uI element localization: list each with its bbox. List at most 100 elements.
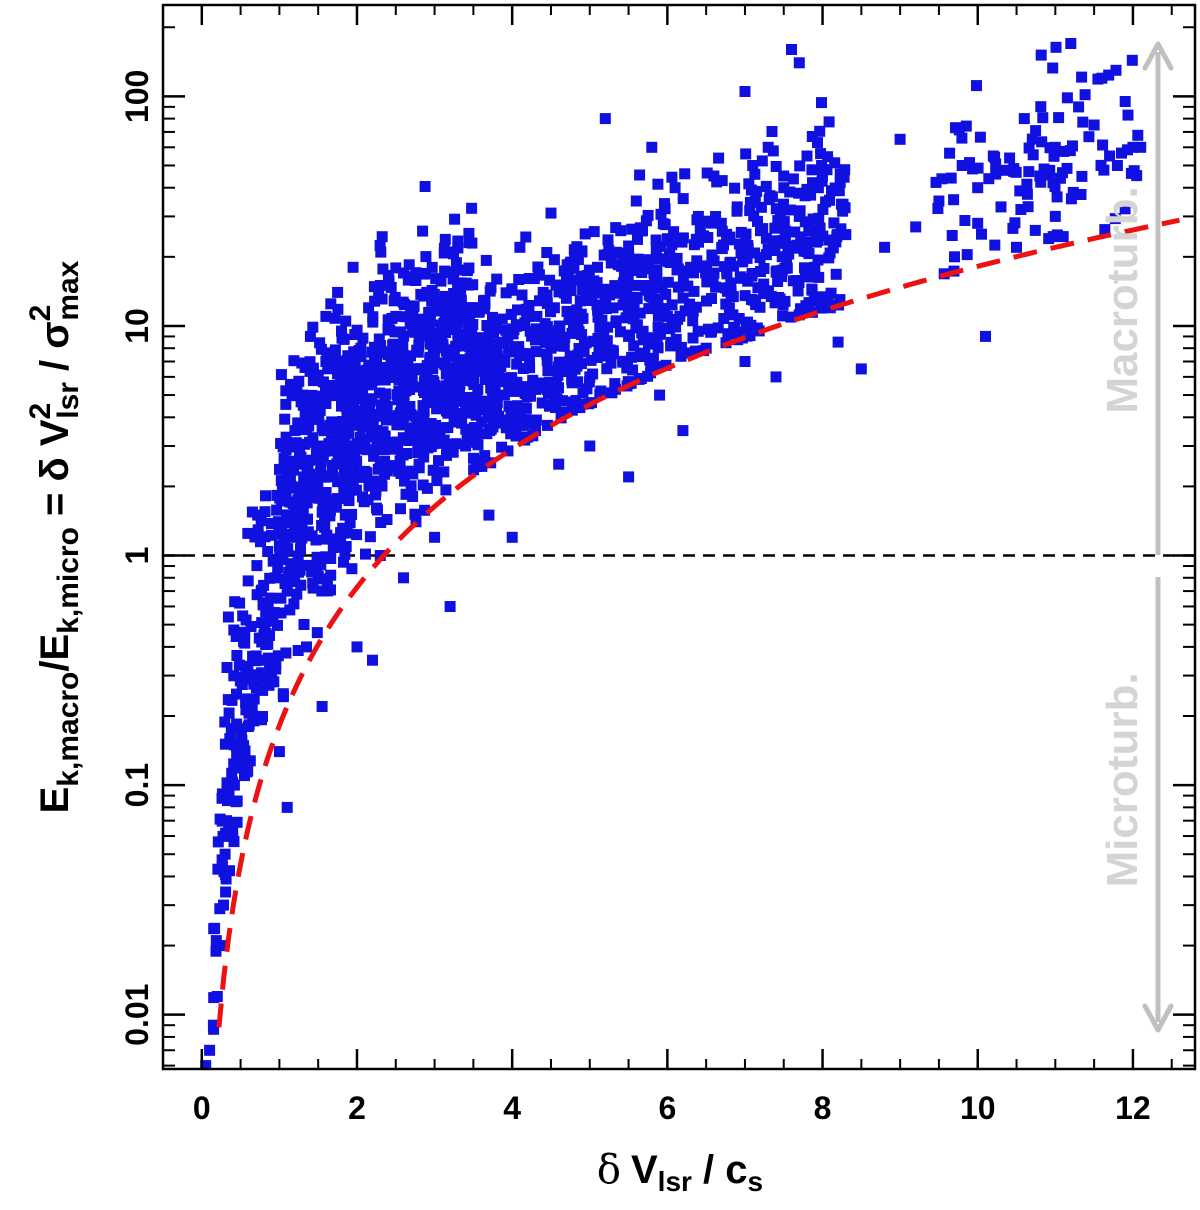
data-point (424, 336, 436, 348)
data-point (1064, 145, 1076, 157)
data-point (1038, 163, 1050, 175)
data-point (456, 417, 468, 429)
data-point (484, 359, 496, 371)
data-point (392, 439, 403, 451)
data-point (655, 208, 667, 220)
data-point (252, 524, 264, 536)
data-point (454, 359, 466, 371)
data-point (830, 268, 842, 280)
data-point (251, 560, 263, 572)
data-point (338, 486, 350, 498)
data-point (425, 379, 437, 391)
data-point (412, 433, 424, 445)
data-point (452, 235, 464, 247)
data-point (961, 249, 973, 261)
data-point (1135, 141, 1147, 153)
data-point (312, 476, 324, 488)
data-point (731, 205, 743, 217)
data-point (411, 344, 423, 356)
data-point (344, 441, 356, 453)
data-point (337, 522, 349, 534)
data-point (315, 466, 327, 478)
data-point (812, 254, 824, 266)
data-point (554, 340, 566, 352)
data-point (1043, 169, 1055, 181)
data-point (628, 340, 640, 352)
data-point (831, 231, 843, 243)
x-tick-label: 0 (193, 1090, 211, 1126)
data-point (524, 362, 536, 374)
data-point (611, 246, 623, 258)
data-point (483, 509, 495, 521)
data-point (770, 371, 782, 383)
data-point (429, 330, 441, 342)
data-point (470, 422, 482, 434)
data-point (311, 442, 323, 454)
data-point (253, 632, 265, 644)
data-point (506, 283, 518, 295)
data-point (241, 693, 252, 705)
y-tick-label: 0.01 (119, 984, 155, 1046)
data-point (468, 436, 480, 448)
data-point (583, 283, 595, 295)
data-point (533, 327, 545, 339)
y-title-sup-2b: 2 (24, 305, 57, 322)
data-point (556, 356, 568, 368)
data-point (354, 467, 366, 479)
data-point (813, 271, 825, 283)
data-point (778, 182, 790, 194)
data-point (330, 390, 342, 402)
region-arrows (1142, 41, 1174, 1033)
data-point (735, 272, 747, 284)
data-point (480, 254, 492, 266)
data-point (1111, 160, 1123, 171)
data-point (480, 404, 491, 415)
data-point (594, 287, 606, 299)
data-point (1030, 125, 1042, 137)
data-point (800, 300, 812, 312)
data-point (294, 446, 305, 458)
data-point (643, 338, 654, 350)
data-point (222, 611, 234, 623)
data-point (592, 261, 603, 273)
data-point (359, 441, 371, 453)
data-point (289, 531, 301, 543)
data-point (660, 359, 672, 371)
data-point (437, 342, 449, 354)
data-point (278, 453, 290, 465)
x-title-v: V (631, 1148, 658, 1192)
data-point (521, 307, 533, 319)
data-point (374, 550, 386, 561)
data-point (307, 321, 319, 333)
data-point (283, 476, 295, 488)
data-point (315, 343, 327, 355)
data-point (659, 303, 671, 315)
data-point (760, 232, 772, 244)
data-point (785, 311, 797, 323)
data-point (299, 407, 311, 419)
data-point (624, 259, 636, 271)
data-point (793, 187, 805, 199)
data-point (519, 317, 531, 329)
data-point (671, 264, 683, 276)
data-point (405, 480, 417, 492)
y-title-sup-2a: 2 (24, 403, 57, 420)
data-point (614, 326, 626, 338)
model-curve-layer (216, 217, 1181, 1028)
data-point (566, 327, 578, 339)
data-point (956, 160, 968, 171)
data-point (694, 223, 706, 235)
data-point (221, 662, 233, 673)
data-point (490, 415, 502, 427)
data-point (669, 182, 681, 194)
data-point (346, 563, 358, 575)
data-point (316, 701, 328, 712)
data-point (301, 474, 313, 486)
y-tick-label: 100 (119, 70, 155, 123)
data-point (208, 923, 220, 935)
data-point (507, 421, 519, 433)
data-point (1065, 193, 1077, 205)
data-point (385, 443, 397, 455)
data-point (651, 266, 663, 278)
data-point (751, 322, 763, 334)
